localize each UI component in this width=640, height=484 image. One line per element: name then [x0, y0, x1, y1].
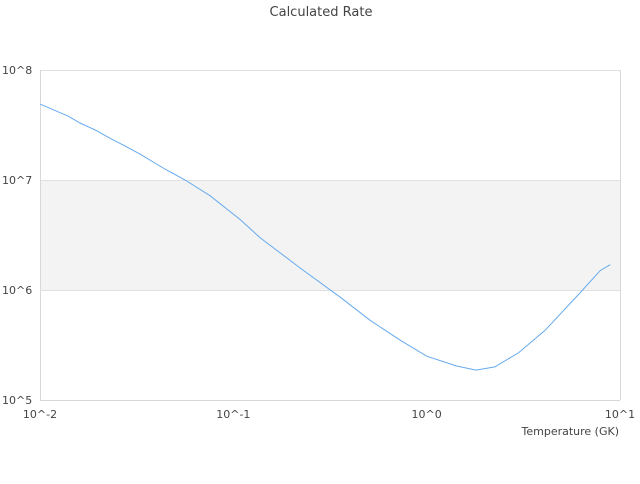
- y-tick-label: 10^8: [2, 64, 32, 77]
- grid-band: [40, 180, 620, 290]
- y-tick-label: 10^7: [2, 174, 32, 187]
- x-tick-labels: 10^-2 10^-1 10^0 10^1: [23, 408, 635, 421]
- axes: [40, 70, 621, 401]
- y-tick-label: 10^6: [2, 284, 32, 297]
- x-tick-label: 10^1: [605, 408, 635, 421]
- x-tick-label: 10^0: [412, 408, 442, 421]
- x-tick-label: 10^-2: [23, 408, 57, 421]
- chart-title: Calculated Rate: [270, 5, 373, 20]
- y-tick-labels: 10^5 10^6 10^7 10^8: [2, 64, 32, 407]
- x-axis-label: Temperature (GK): [521, 425, 620, 438]
- x-tick-label: 10^-1: [216, 408, 250, 421]
- grid-bands: [40, 180, 620, 290]
- y-tick-label: 10^5: [2, 394, 32, 407]
- series-line: [39, 103, 611, 371]
